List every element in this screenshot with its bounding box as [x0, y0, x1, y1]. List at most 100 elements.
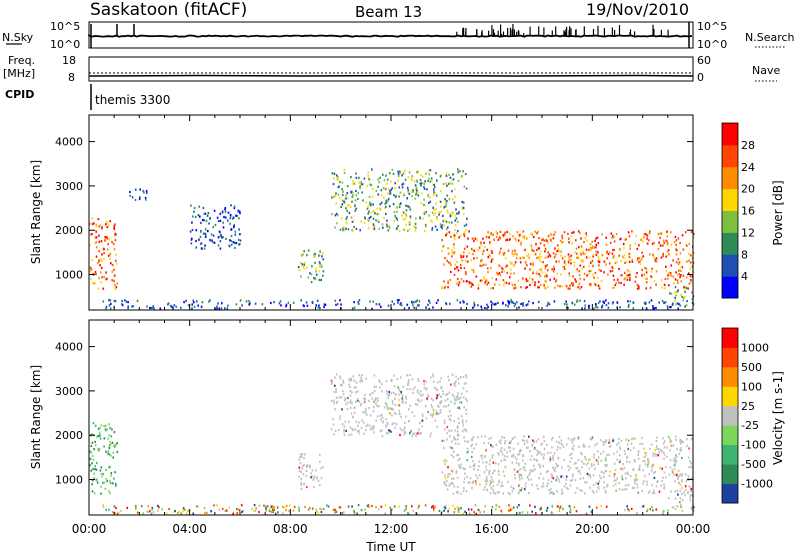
echo-cell [452, 492, 454, 495]
colorbar-tick-label: 1000 [741, 341, 769, 354]
echo-cell [563, 485, 566, 488]
echo-cell [405, 505, 407, 508]
echo-cell [620, 467, 622, 470]
echo-cell [478, 474, 481, 477]
echo-cell [98, 225, 101, 228]
echo-cell [561, 443, 564, 446]
echo-cell [648, 239, 650, 242]
echo-cell [206, 214, 209, 217]
echo-cell [101, 475, 103, 478]
echo-cell [657, 454, 660, 457]
echo-cell [333, 399, 335, 402]
echo-cell [322, 270, 325, 273]
echo-cell [503, 284, 505, 287]
echo-cell [433, 191, 435, 194]
echo-cell [453, 234, 456, 237]
echo-cell [460, 256, 462, 259]
echo-cell [108, 446, 111, 449]
echo-cell [528, 435, 530, 438]
echo-cell [539, 283, 542, 287]
echo-cell [431, 406, 433, 409]
y-tick-label: 4000 [55, 136, 83, 149]
echo-cell [456, 277, 459, 280]
echo-cell [474, 237, 476, 240]
echo-cell [555, 280, 557, 283]
echo-cell [503, 252, 506, 255]
echo-cell [616, 301, 619, 304]
echo-cell [498, 473, 500, 476]
echo-cell [333, 177, 335, 180]
echo-cell [456, 506, 459, 509]
echo-cell [473, 301, 475, 304]
echo-cell [450, 383, 452, 386]
echo-cell [339, 299, 341, 302]
echo-cell [554, 231, 557, 234]
echo-cell [426, 397, 428, 400]
echo-cell [524, 485, 527, 488]
echo-cell [342, 390, 344, 393]
echo-cell [395, 194, 397, 198]
echo-cell [356, 430, 359, 433]
echo-cell [368, 505, 370, 508]
echo-cell [620, 439, 623, 442]
echo-cell [106, 248, 109, 251]
echo-cell [523, 249, 526, 252]
echo-cell [483, 277, 486, 280]
echo-cell [509, 508, 512, 511]
echo-cell [200, 221, 202, 224]
echo-cell [590, 510, 593, 513]
echo-cell [633, 458, 636, 462]
echo-cell [446, 398, 449, 401]
echo-cell [345, 227, 347, 230]
echo-cell [626, 471, 629, 474]
echo-cell [546, 484, 548, 487]
echo-cell [500, 459, 502, 463]
echo-cell [448, 410, 451, 413]
echo-cell [522, 302, 524, 305]
echo-cell [491, 258, 494, 261]
echo-cell [498, 272, 501, 275]
echo-cell [287, 301, 290, 304]
echo-cell [502, 470, 505, 473]
echo-cell [389, 190, 391, 193]
echo-cell [486, 477, 488, 480]
echo-cell [236, 512, 238, 515]
echo-cell [517, 279, 519, 282]
echo-cell [299, 462, 302, 465]
nsky-panel-frame [88, 21, 694, 49]
echo-cell [638, 257, 641, 260]
echo-cell [660, 232, 663, 235]
echo-cell [555, 253, 557, 256]
echo-cell [443, 263, 445, 266]
echo-cell [444, 507, 447, 510]
echo-cell [497, 470, 500, 473]
echo-cell [543, 457, 545, 460]
echo-cell [679, 269, 682, 272]
echo-cell [514, 237, 517, 240]
echo-cell [648, 232, 651, 235]
echo-cell [597, 485, 600, 488]
echo-cell [686, 444, 688, 447]
echo-cell [432, 413, 434, 416]
echo-cell [638, 468, 641, 471]
station-title: Saskatoon (fitACF) [90, 0, 247, 20]
echo-cell [542, 261, 544, 264]
echo-cell [672, 302, 674, 305]
echo-cell [633, 486, 635, 490]
echo-cell [501, 446, 503, 450]
echo-cell [319, 460, 321, 463]
echo-cell [551, 456, 554, 460]
echo-cell [416, 398, 419, 401]
echo-cell [394, 215, 397, 218]
echo-cell [611, 236, 613, 239]
echo-cell [369, 428, 372, 431]
echo-cell [347, 228, 350, 231]
echo-cell [189, 230, 192, 233]
echo-cell [369, 393, 371, 396]
echo-cell [584, 304, 587, 307]
echo-cell [414, 197, 417, 200]
echo-cell [334, 194, 337, 197]
echo-cell [679, 483, 682, 486]
echo-cell [401, 174, 403, 177]
echo-cell [690, 462, 692, 465]
